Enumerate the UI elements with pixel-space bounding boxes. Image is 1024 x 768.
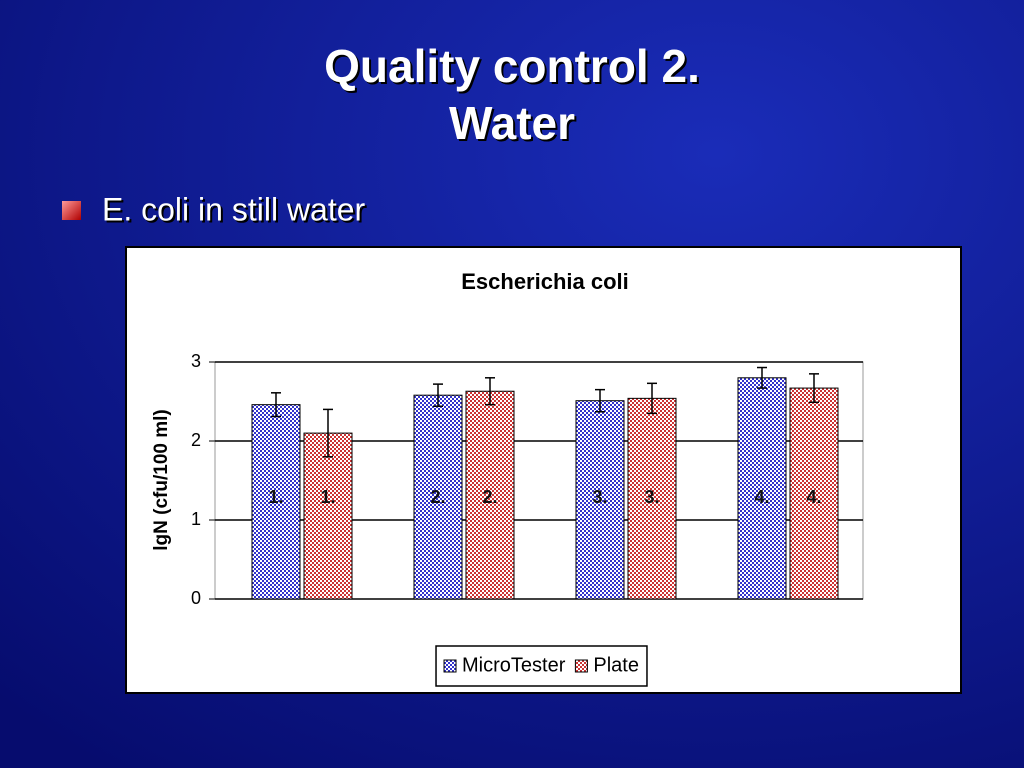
- error-bar: [647, 382, 657, 415]
- chart-title: Escherichia coli: [461, 269, 629, 294]
- bullet-text: E. coli in still water: [102, 191, 366, 227]
- bar: [789, 387, 839, 600]
- error-bar: [323, 408, 333, 458]
- bar-label: 4.: [806, 487, 821, 507]
- legend-box: [435, 645, 648, 687]
- error-bar: [757, 366, 767, 389]
- bar-label: 1.: [320, 487, 335, 507]
- bar: [413, 394, 463, 600]
- error-bar: [485, 377, 495, 406]
- legend-label: Plate: [593, 654, 639, 676]
- bar: [303, 432, 353, 600]
- bar-label: 4.: [754, 487, 769, 507]
- legend-swatch: [574, 659, 588, 673]
- slide-title: Water: [449, 97, 575, 149]
- slide-title: Quality control 2.: [324, 40, 700, 92]
- bar-label: 3.: [644, 487, 659, 507]
- error-bar: [595, 388, 605, 413]
- legend: MicroTester Plate: [435, 645, 648, 687]
- error-bar: [271, 392, 281, 418]
- bar-label: 3.: [592, 487, 607, 507]
- bullet-marker: [62, 201, 81, 220]
- y-axis-label: lgN (cfu/100 ml): [151, 409, 172, 550]
- bar: [465, 390, 515, 600]
- bar: [575, 400, 625, 600]
- y-tick-label: 1: [191, 509, 201, 529]
- bar: [627, 397, 677, 600]
- y-tick-label: 3: [191, 351, 201, 371]
- bar-label: 1.: [268, 487, 283, 507]
- legend-label: MicroTester: [462, 654, 566, 676]
- bar-label: 2.: [482, 487, 497, 507]
- y-tick-label: 0: [191, 588, 201, 608]
- bar: [251, 404, 301, 600]
- error-bar: [433, 383, 443, 407]
- bar-label: 2.: [430, 487, 445, 507]
- y-tick-label: 2: [191, 430, 201, 450]
- error-bar: [809, 373, 819, 404]
- legend-swatch: [443, 659, 457, 673]
